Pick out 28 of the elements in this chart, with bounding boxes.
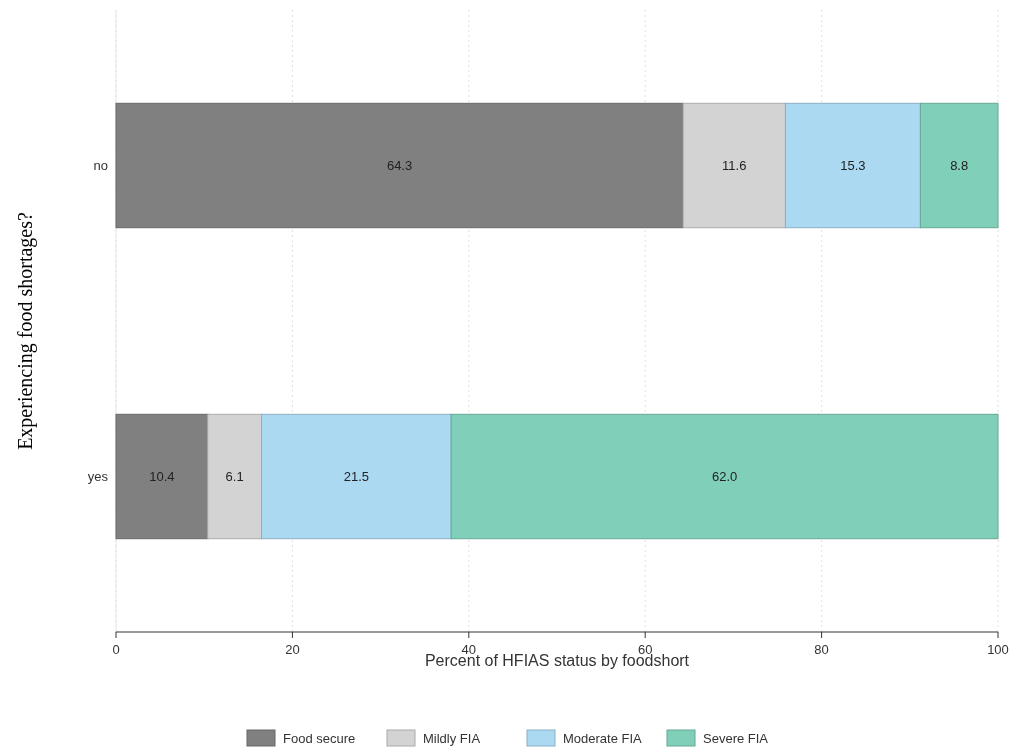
- legend-label: Mildly FIA: [423, 730, 481, 746]
- data-label: 6.1: [225, 469, 244, 485]
- y-axis-title: Experiencing food shortages?: [14, 212, 37, 450]
- data-label: 64.3: [386, 158, 413, 174]
- y-tick-label: yes: [87, 469, 109, 485]
- bar: [784, 102, 921, 229]
- bar: [207, 413, 263, 540]
- data-label: 10.4: [149, 469, 175, 485]
- y-tick-label: no: [93, 158, 108, 174]
- bar: [115, 413, 209, 540]
- x-tick-label: 0: [112, 642, 120, 657]
- data-label: 15.3: [840, 158, 866, 174]
- x-tick-label: 100: [987, 642, 1009, 657]
- x-tick-label: 20: [285, 642, 300, 657]
- legend-label: Moderate FIA: [563, 730, 643, 746]
- bar: [450, 413, 999, 540]
- bar: [682, 102, 786, 229]
- data-label: 62.0: [711, 469, 738, 485]
- legend-label: Food secure: [283, 730, 356, 746]
- x-tick-label: 40: [461, 642, 477, 657]
- x-tick-label: 80: [814, 642, 829, 657]
- data-label: 21.5: [343, 469, 369, 485]
- bar: [115, 102, 684, 229]
- data-label: 11.6: [722, 158, 747, 174]
- data-label: 8.8: [950, 158, 969, 174]
- bar: [261, 413, 452, 540]
- legend-label: Severe FIA: [703, 730, 769, 746]
- bar: [919, 102, 999, 229]
